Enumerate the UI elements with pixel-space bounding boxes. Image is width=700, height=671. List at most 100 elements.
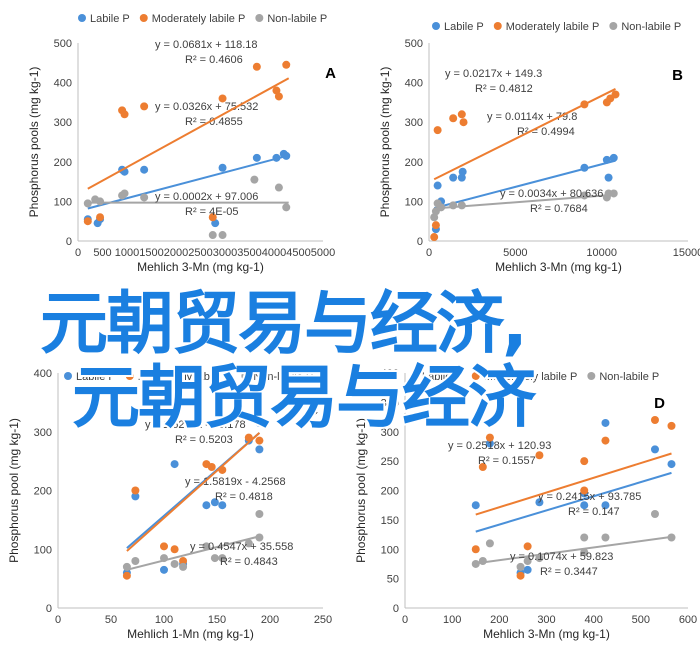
y-tick-label: 100 bbox=[34, 544, 52, 556]
x-tick-label: 250 bbox=[314, 614, 332, 626]
x-tick-label: 5000 bbox=[311, 247, 335, 259]
y-tick-label: 200 bbox=[405, 157, 423, 169]
x-tick-label: 0 bbox=[402, 614, 408, 626]
legend-entry: Moderately labile P bbox=[506, 21, 600, 33]
data-point bbox=[255, 533, 264, 542]
y-tick-label: 300 bbox=[34, 427, 52, 439]
data-point bbox=[218, 554, 227, 563]
data-point bbox=[218, 231, 227, 240]
y-tick-label: 0 bbox=[46, 603, 52, 615]
legend-marker bbox=[241, 372, 250, 380]
panel-label: D bbox=[654, 395, 665, 412]
x-tick-label: 5000 bbox=[503, 247, 527, 259]
data-point bbox=[458, 167, 467, 176]
trend-r-squared: R² = 0.4843 bbox=[220, 556, 278, 568]
data-point bbox=[208, 231, 217, 240]
data-point bbox=[252, 62, 261, 71]
y-tick-label: 200 bbox=[34, 486, 52, 498]
legend-entry: Non-labile P bbox=[621, 21, 681, 33]
data-point bbox=[667, 460, 676, 469]
data-point bbox=[218, 163, 227, 172]
data-point bbox=[140, 165, 149, 174]
series-labile: y = 0.0114x + 79.8 R² = 0.4994 bbox=[431, 111, 618, 234]
data-point bbox=[601, 436, 610, 445]
data-point bbox=[523, 542, 532, 551]
trend-line bbox=[87, 77, 290, 190]
data-point bbox=[609, 189, 618, 198]
legend-entry: Moderately labile P bbox=[152, 13, 246, 25]
data-point bbox=[430, 233, 439, 242]
data-point bbox=[179, 562, 188, 571]
data-point bbox=[437, 203, 446, 212]
data-point bbox=[601, 418, 610, 427]
data-point bbox=[120, 189, 129, 198]
y-tick-label: 0 bbox=[417, 236, 423, 248]
data-point bbox=[485, 439, 494, 448]
x-tick-label: 200 bbox=[490, 614, 508, 626]
trend-r-squared: R² = 4E-05 bbox=[185, 206, 239, 218]
series-moderate: y = 0.0681x + 118.18 R² = 0.4606 bbox=[83, 39, 291, 226]
trend-equation: y = 0.0034x + 80.636 bbox=[500, 188, 603, 200]
data-point bbox=[602, 155, 611, 164]
trend-equation: y = 0.0681x + 118.18 bbox=[155, 39, 258, 51]
x-tick-label: 100 bbox=[155, 614, 173, 626]
data-point bbox=[485, 433, 494, 442]
trend-r-squared: R² = 0.4818 bbox=[215, 491, 273, 503]
data-point bbox=[160, 554, 168, 563]
data-point bbox=[122, 562, 131, 571]
trend-line bbox=[433, 88, 616, 181]
x-axis-label: Mehlich 1-Mn (mg kg-1) bbox=[127, 627, 254, 641]
y-tick-label: 250 bbox=[381, 456, 399, 468]
trend-r-squared: R² = 0.7684 bbox=[530, 203, 588, 215]
y-tick-label: 400 bbox=[34, 368, 52, 380]
y-tick-label: 100 bbox=[54, 196, 72, 208]
data-point bbox=[202, 542, 211, 551]
data-point bbox=[516, 562, 525, 571]
trend-equation: y = 1.5819x - 4.2568 bbox=[185, 476, 286, 488]
x-tick-label: 300 bbox=[537, 614, 555, 626]
data-point bbox=[459, 118, 468, 127]
data-point bbox=[485, 539, 494, 548]
data-point bbox=[218, 94, 227, 103]
data-point bbox=[170, 545, 179, 554]
y-tick-label: 500 bbox=[405, 38, 423, 50]
data-point bbox=[667, 421, 676, 430]
trend-line bbox=[475, 452, 672, 516]
x-tick-label: 4500 bbox=[286, 247, 310, 259]
data-point bbox=[160, 542, 168, 551]
legend-entry: Non-labile P bbox=[267, 13, 327, 25]
y-axis-label: Phosphorus pools (mg kg-1) bbox=[378, 67, 392, 218]
data-point bbox=[255, 416, 264, 424]
data-point bbox=[170, 559, 179, 568]
data-point bbox=[140, 193, 149, 202]
data-point bbox=[580, 486, 589, 495]
data-point bbox=[207, 463, 216, 471]
data-point bbox=[611, 90, 620, 99]
data-point bbox=[120, 110, 129, 119]
legend-entry: Labile P bbox=[76, 371, 116, 383]
data-point bbox=[535, 554, 544, 563]
data-point bbox=[272, 153, 281, 162]
y-tick-label: 400 bbox=[405, 78, 423, 90]
x-tick-label: 10000 bbox=[586, 247, 617, 259]
data-point bbox=[449, 201, 458, 210]
trend-line bbox=[126, 432, 261, 552]
x-axis-label: Mehlich 3-Mn (mg kg-1) bbox=[137, 260, 264, 274]
data-point bbox=[523, 565, 532, 574]
x-tick-label: 0 bbox=[426, 247, 432, 259]
data-point bbox=[122, 571, 131, 580]
x-tick-label: 50 bbox=[105, 614, 117, 626]
trend-line bbox=[475, 471, 672, 533]
series-moderate: y = 0.0217x + 149.3 R² = 0.4812 bbox=[430, 68, 620, 242]
series-moderate: y = 1.6219x - 40.178 R² = 0.5203 bbox=[122, 416, 264, 580]
x-tick-label: 500 bbox=[93, 247, 111, 259]
data-point bbox=[471, 559, 480, 568]
data-point bbox=[478, 557, 487, 565]
x-tick-label: 15000 bbox=[673, 247, 700, 259]
legend-marker bbox=[493, 22, 502, 30]
y-tick-label: 150 bbox=[381, 515, 399, 527]
x-tick-label: 2000 bbox=[164, 247, 188, 259]
y-tick-label: 0 bbox=[66, 236, 72, 248]
panel-label: A bbox=[325, 65, 336, 82]
